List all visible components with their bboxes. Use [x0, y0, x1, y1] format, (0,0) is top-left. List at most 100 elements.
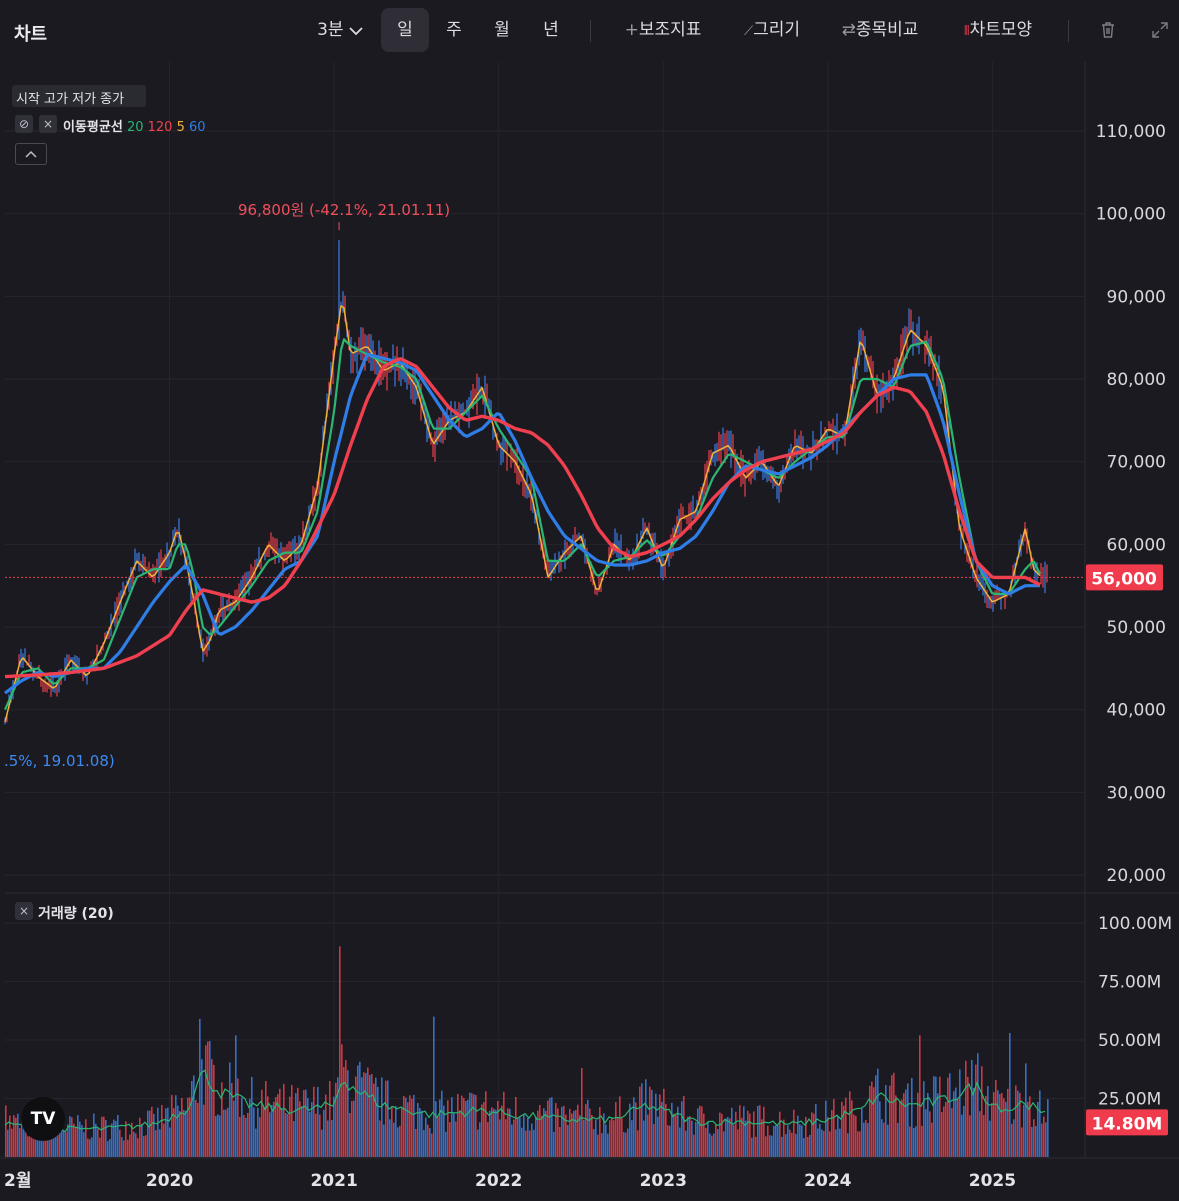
volume-bar — [73, 1123, 75, 1157]
volume-bar — [473, 1094, 475, 1157]
volume-bar — [797, 1115, 799, 1157]
tab-day[interactable]: 일 — [381, 8, 429, 52]
volume-bar — [133, 1131, 135, 1157]
toolbar-divider — [590, 20, 591, 42]
volume-bar — [205, 1045, 207, 1157]
compare-button[interactable]: ⇄종목비교 — [832, 8, 928, 52]
volume-bar — [867, 1123, 869, 1157]
volume-bar — [521, 1127, 523, 1157]
volume-bar — [687, 1116, 689, 1157]
price-tick-label: 50,000 — [1107, 618, 1166, 638]
price-tick-label: 20,000 — [1107, 866, 1166, 886]
volume-bar — [355, 1076, 357, 1157]
trash-icon[interactable] — [1098, 20, 1118, 40]
volume-bar — [333, 1096, 335, 1157]
volume-bar — [433, 1016, 435, 1157]
volume-bar — [279, 1088, 281, 1157]
volume-bar — [215, 1115, 217, 1157]
toolbar: 차트 3분 일 주 월 년 +보조지표 ⟋그리기 ⇄종목비교 ⦀차트모양 — [0, 0, 1179, 62]
volume-bar — [695, 1122, 697, 1157]
volume-bar — [645, 1079, 647, 1157]
volume-bar — [249, 1098, 251, 1157]
volume-bar — [149, 1110, 151, 1157]
volume-bar — [403, 1095, 405, 1157]
close-icon[interactable]: × — [39, 115, 57, 133]
tab-month[interactable]: 월 — [494, 20, 510, 40]
page-title: 차트 — [14, 24, 48, 45]
volume-bar — [809, 1134, 811, 1157]
volume-bar — [343, 1067, 345, 1157]
volume-bar — [5, 1105, 7, 1157]
volume-close-icon[interactable]: × — [15, 902, 33, 920]
volume-bar — [853, 1114, 855, 1157]
volume-bar — [987, 1086, 989, 1157]
volume-bar — [121, 1137, 123, 1157]
volume-bar — [789, 1129, 791, 1157]
volume-bar — [955, 1087, 957, 1157]
drawing-button[interactable]: ⟋그리기 — [732, 8, 812, 52]
volume-bar — [23, 1118, 25, 1157]
volume-bar — [397, 1127, 399, 1157]
indicators-button[interactable]: +보조지표 — [614, 8, 712, 52]
volume-bar — [431, 1133, 433, 1157]
volume-bar — [479, 1122, 481, 1157]
volume-bar — [739, 1105, 741, 1157]
volume-bar — [471, 1093, 473, 1157]
time-tick-label: 2월 — [4, 1171, 31, 1191]
volume-bar — [153, 1113, 155, 1157]
volume-bar — [285, 1113, 287, 1157]
volume-bar — [549, 1097, 551, 1157]
eye-hidden-icon[interactable]: ⊘ — [15, 115, 33, 133]
volume-bar — [995, 1079, 997, 1157]
chart-style-button[interactable]: ⦀차트모양 — [950, 8, 1046, 52]
volume-bar — [1019, 1092, 1021, 1157]
volume-bar — [1047, 1099, 1049, 1157]
volume-bar — [291, 1085, 293, 1157]
volume-bar — [637, 1130, 639, 1157]
volume-bar — [559, 1127, 561, 1157]
volume-bar — [699, 1105, 701, 1157]
volume-bar — [895, 1095, 897, 1157]
volume-bar — [751, 1137, 753, 1157]
volume-bar — [879, 1101, 881, 1157]
volume-bar — [811, 1112, 813, 1157]
volume-bar — [997, 1090, 999, 1157]
tab-year[interactable]: 년 — [543, 20, 559, 40]
volume-bar — [563, 1105, 565, 1157]
volume-bar — [983, 1115, 985, 1157]
volume-bar — [263, 1107, 265, 1157]
volume-bar — [475, 1094, 477, 1157]
volume-bar — [585, 1104, 587, 1157]
collapse-button[interactable] — [15, 143, 47, 165]
volume-bar — [923, 1081, 925, 1157]
volume-bar — [487, 1122, 489, 1157]
volume-bar — [483, 1102, 485, 1157]
volume-bar — [323, 1109, 325, 1157]
volume-bar — [495, 1109, 497, 1157]
chart-style-label: 차트모양 — [969, 20, 1033, 40]
indicators-label: 보조지표 — [638, 20, 702, 40]
volume-bar — [1029, 1096, 1031, 1157]
volume-bar — [523, 1114, 525, 1157]
volume-bar — [743, 1106, 745, 1157]
volume-bar — [779, 1111, 781, 1157]
volume-bar — [445, 1131, 447, 1157]
volume-bar — [35, 1129, 37, 1157]
time-tick-label: 2024 — [804, 1171, 851, 1191]
volume-bar — [325, 1094, 327, 1157]
volume-bar — [807, 1136, 809, 1157]
volume-bar — [813, 1113, 815, 1157]
volume-bar — [7, 1129, 9, 1157]
volume-bar — [259, 1117, 261, 1157]
price-tick-label: 90,000 — [1107, 287, 1166, 307]
expand-icon[interactable] — [1150, 20, 1170, 40]
volume-bar — [485, 1091, 487, 1157]
volume-bar — [61, 1130, 63, 1157]
volume-bar — [295, 1093, 297, 1157]
volume-bar — [345, 1060, 347, 1157]
tab-week[interactable]: 주 — [446, 20, 462, 40]
volume-bar — [719, 1112, 721, 1157]
volume-bar — [569, 1108, 571, 1157]
interval-dropdown[interactable]: 3분 — [312, 8, 368, 52]
